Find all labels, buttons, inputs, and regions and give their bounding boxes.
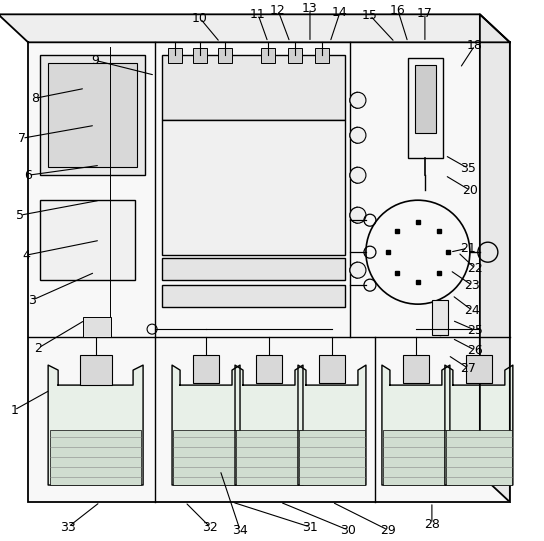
- Text: 13: 13: [302, 2, 318, 15]
- Bar: [40, 55, 145, 175]
- Bar: [256, 355, 282, 383]
- Bar: [28, 42, 510, 502]
- Bar: [408, 58, 443, 158]
- Bar: [315, 48, 329, 63]
- Text: 15: 15: [362, 9, 378, 22]
- Circle shape: [350, 262, 366, 278]
- Text: 16: 16: [390, 4, 406, 17]
- Text: 14: 14: [332, 6, 348, 19]
- Bar: [218, 48, 232, 63]
- Text: b: b: [394, 271, 399, 276]
- Text: 27: 27: [460, 361, 476, 374]
- Text: 7: 7: [18, 132, 26, 145]
- Bar: [50, 430, 141, 485]
- Text: 9: 9: [91, 54, 99, 67]
- Polygon shape: [382, 365, 450, 485]
- Text: 11: 11: [250, 8, 266, 21]
- Bar: [162, 55, 345, 120]
- Bar: [403, 355, 429, 383]
- Text: c: c: [416, 280, 420, 285]
- Circle shape: [350, 93, 366, 108]
- Text: 30: 30: [340, 524, 356, 537]
- Bar: [288, 48, 302, 63]
- Text: 5: 5: [16, 209, 24, 222]
- Bar: [193, 355, 219, 383]
- Text: 24: 24: [464, 304, 480, 316]
- Text: 18: 18: [467, 39, 483, 52]
- Text: 8: 8: [31, 92, 39, 105]
- Text: 22: 22: [467, 262, 483, 275]
- Text: 20: 20: [462, 184, 478, 197]
- Bar: [466, 355, 492, 383]
- Bar: [236, 430, 302, 485]
- Text: 31: 31: [302, 520, 318, 533]
- Text: 28: 28: [424, 518, 440, 531]
- Bar: [299, 430, 365, 485]
- Text: g: g: [394, 228, 399, 234]
- Polygon shape: [445, 365, 513, 485]
- Text: a: a: [386, 250, 390, 255]
- Polygon shape: [298, 365, 366, 485]
- Circle shape: [350, 127, 366, 143]
- Bar: [162, 258, 345, 280]
- Text: 32: 32: [202, 520, 218, 533]
- Text: e: e: [437, 228, 441, 234]
- Polygon shape: [480, 14, 510, 502]
- Text: d: d: [446, 250, 450, 255]
- Text: 17: 17: [417, 7, 433, 20]
- Circle shape: [350, 167, 366, 183]
- Bar: [446, 430, 512, 485]
- Text: 34: 34: [232, 524, 248, 537]
- Bar: [415, 65, 436, 133]
- Circle shape: [366, 200, 470, 304]
- Text: 4: 4: [22, 249, 30, 262]
- Polygon shape: [235, 365, 303, 485]
- Text: 2: 2: [34, 341, 42, 354]
- Bar: [162, 120, 345, 255]
- Circle shape: [350, 207, 366, 223]
- Text: 29: 29: [380, 524, 396, 537]
- Text: 6: 6: [24, 169, 32, 182]
- Bar: [173, 430, 239, 485]
- Text: h: h: [437, 271, 441, 276]
- Bar: [432, 300, 448, 335]
- Bar: [261, 48, 275, 63]
- Bar: [48, 63, 137, 167]
- Text: 12: 12: [270, 4, 286, 17]
- Bar: [383, 430, 449, 485]
- Bar: [80, 355, 112, 385]
- Text: 21: 21: [460, 242, 476, 255]
- Bar: [193, 48, 207, 63]
- Text: 1: 1: [10, 404, 18, 417]
- Text: 23: 23: [464, 279, 480, 292]
- Bar: [162, 285, 345, 307]
- Text: f: f: [417, 220, 419, 225]
- Text: 3: 3: [28, 294, 36, 307]
- Polygon shape: [48, 365, 143, 485]
- Polygon shape: [0, 14, 510, 42]
- Bar: [40, 200, 135, 280]
- Polygon shape: [172, 365, 240, 485]
- Bar: [83, 317, 111, 337]
- Bar: [319, 355, 345, 383]
- Text: 25: 25: [467, 324, 483, 337]
- Text: 10: 10: [192, 12, 208, 25]
- Bar: [168, 48, 182, 63]
- Text: 35: 35: [460, 162, 476, 175]
- Text: 33: 33: [60, 520, 76, 533]
- Text: 26: 26: [467, 344, 483, 357]
